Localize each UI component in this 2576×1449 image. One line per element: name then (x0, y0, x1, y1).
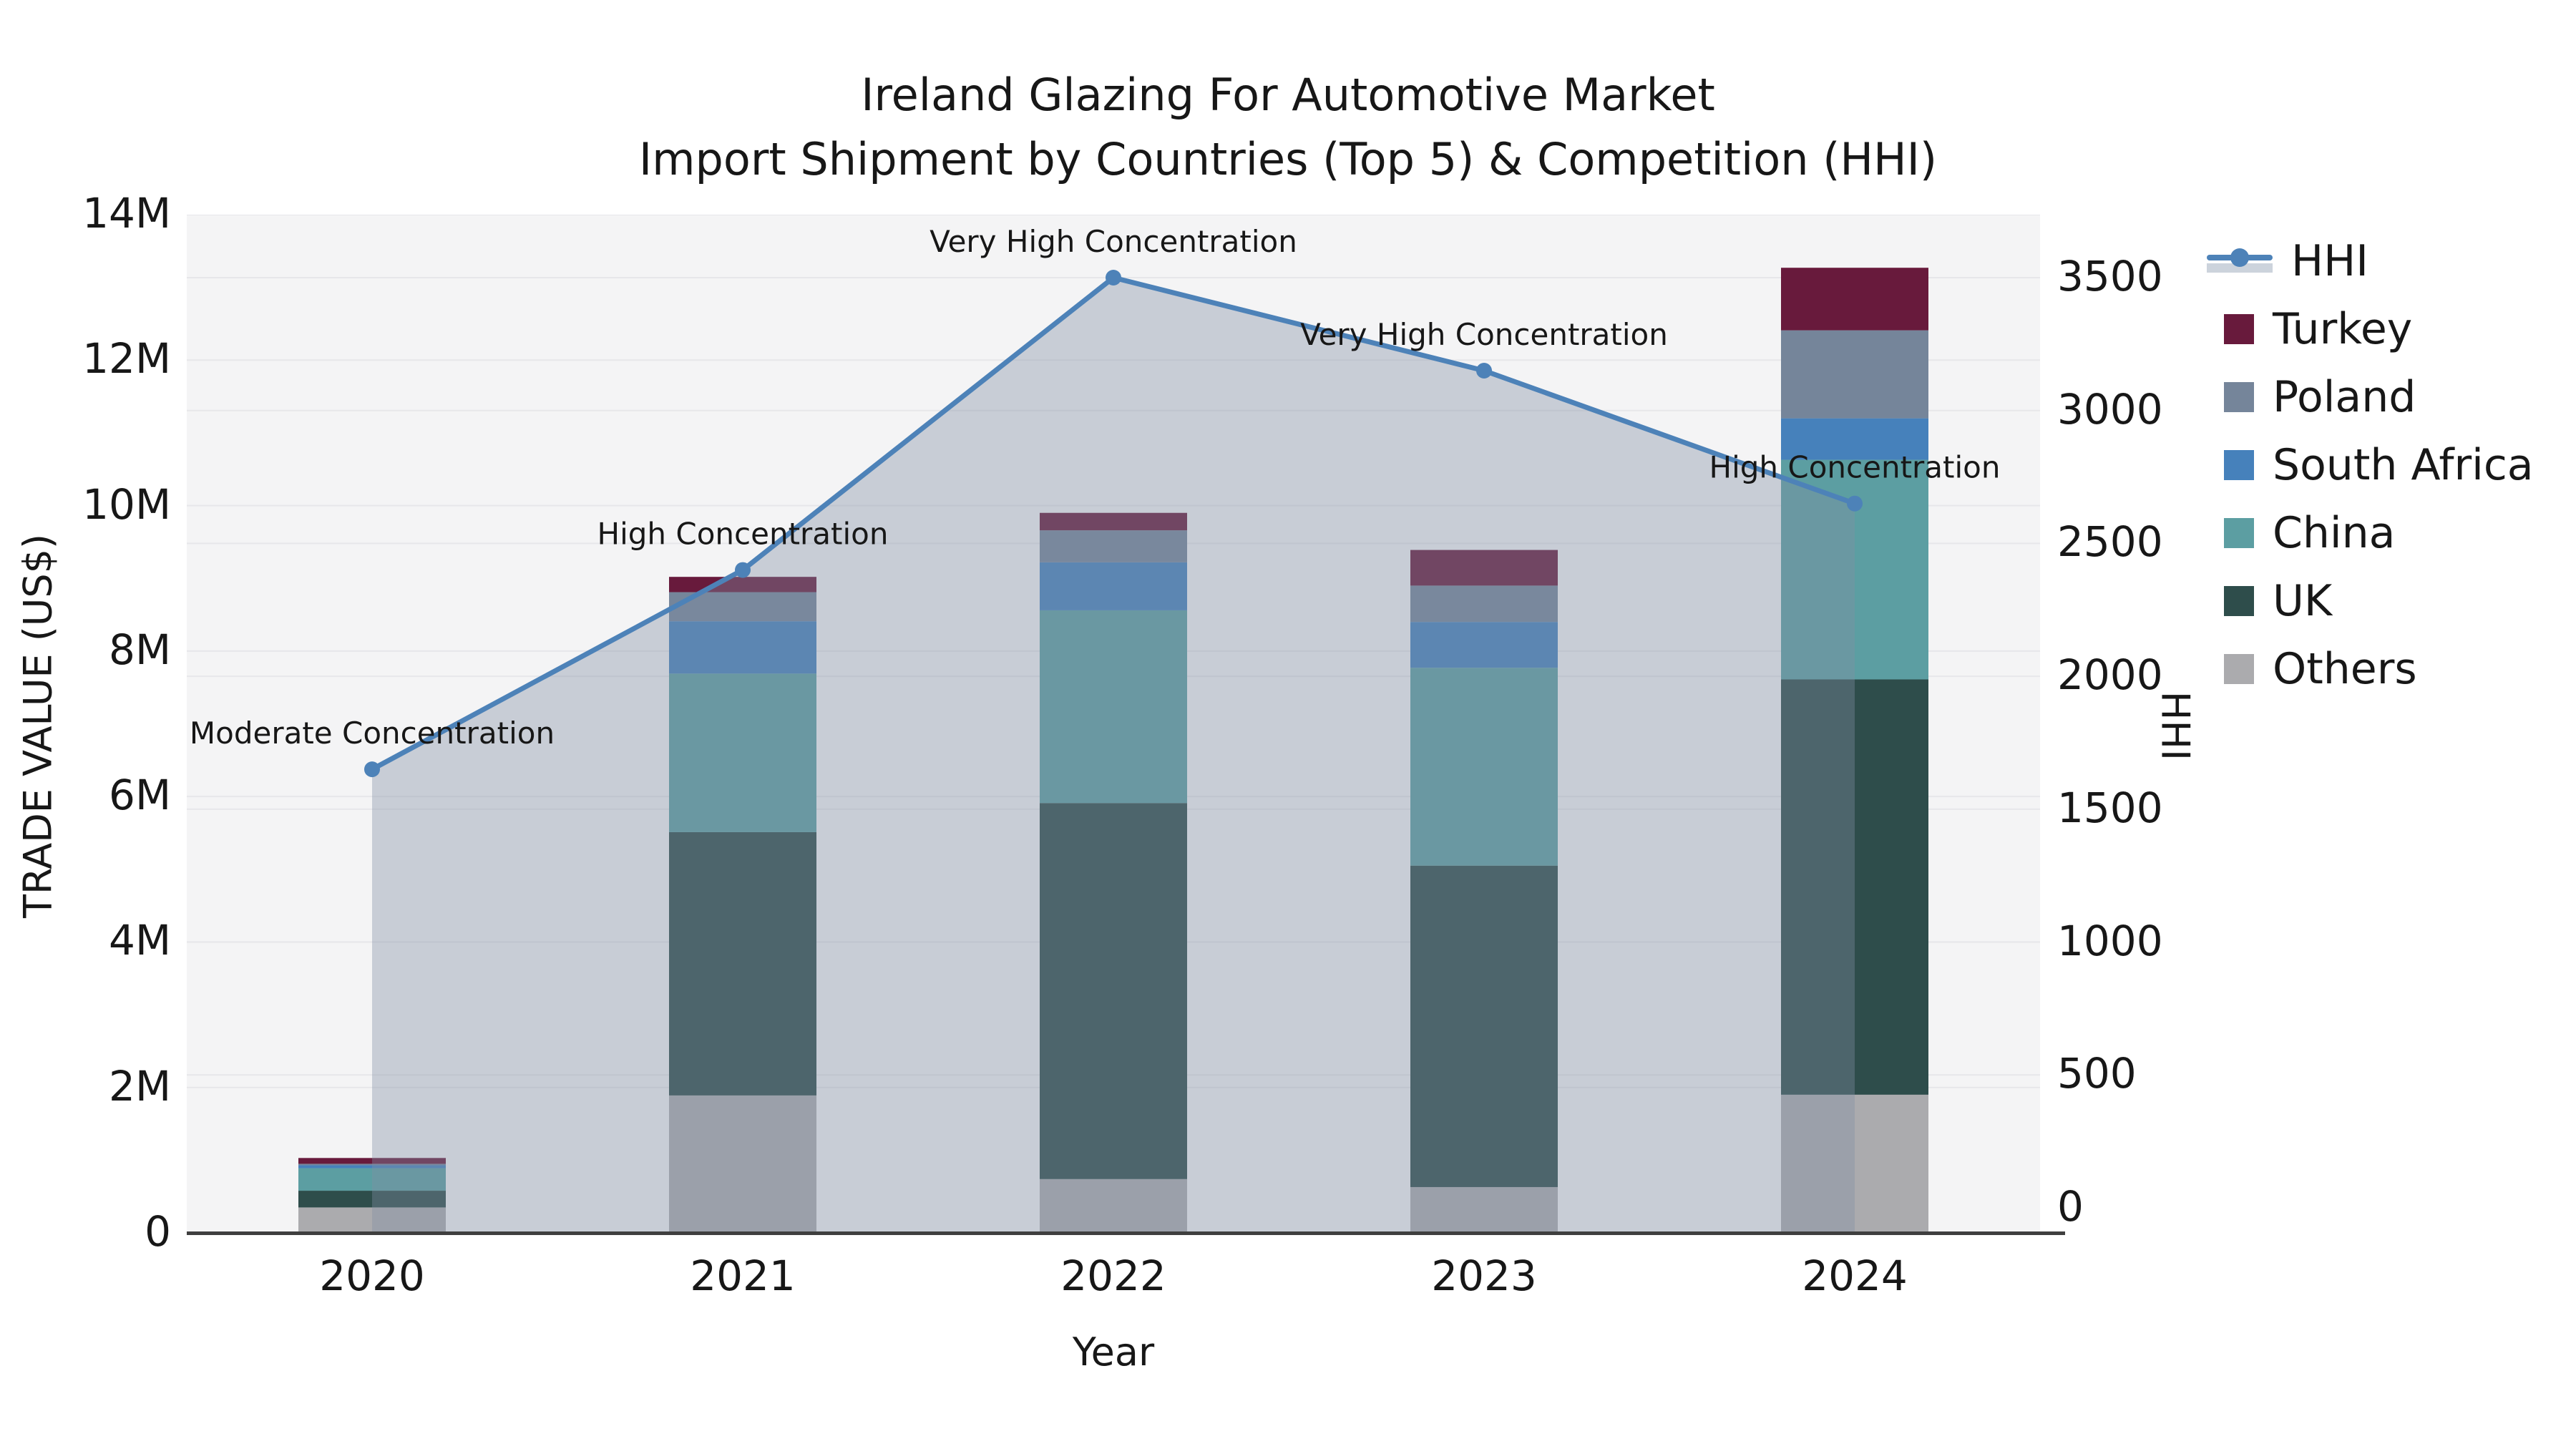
bar-segment-2023-china (1410, 668, 1558, 866)
x-axis-title: Year (1072, 1330, 1155, 1375)
y-left-tick-10M: 10M (82, 479, 171, 529)
bar-segment-2021-china (669, 673, 816, 832)
bar-segment-2023-south-africa (1410, 622, 1558, 668)
y-right-tick-3000: 3000 (2057, 384, 2163, 434)
hhi-line-sample-icon (2207, 245, 2273, 278)
legend-label-hhi: HHI (2291, 236, 2368, 286)
annotation-2023: Very High Concentration (1300, 317, 1668, 352)
annotation-2021: High Concentration (597, 517, 889, 552)
y-left-tick-4M: 4M (109, 916, 171, 965)
hhi-fill-band-icon (2207, 263, 2273, 273)
hhi-marker-dot-icon (2230, 248, 2249, 267)
legend-item-hhi: HHI (2207, 229, 2368, 293)
y-left-tick-6M: 6M (109, 771, 171, 820)
legend-item-turkey: Turkey (2207, 297, 2412, 361)
bar-segment-2020-others (298, 1207, 446, 1233)
legend-item-poland: Poland (2207, 365, 2416, 429)
hhi-marker-2023 (1476, 363, 1492, 379)
hhi-area-fill (372, 278, 1855, 1233)
legend-item-china: China (2207, 501, 2395, 565)
bar-segment-2023-uk (1410, 865, 1558, 1187)
y-left-tick-0: 0 (145, 1207, 171, 1256)
bar-segment-2024-south-africa (1781, 418, 1928, 460)
annotation-2024: High Concentration (1709, 450, 2001, 485)
y-left-tick-14M: 14M (82, 189, 171, 238)
y-left-tick-8M: 8M (109, 625, 171, 674)
hhi-marker-2020 (364, 761, 380, 778)
legend-item-uk: UK (2207, 569, 2332, 633)
plot-area: Moderate Concentration High Concentration… (187, 215, 2040, 1233)
bar-segment-2022-others (1040, 1179, 1187, 1233)
bar-segment-2020-china (298, 1168, 446, 1191)
legend-label-uk: UK (2273, 576, 2333, 626)
legend-label-china: China (2273, 508, 2396, 558)
x-tick-2024: 2024 (1802, 1252, 1908, 1300)
bar-segment-2023-poland (1410, 585, 1558, 623)
bar-segment-2021-south-africa (669, 621, 816, 674)
bar-segment-2024-uk (1781, 679, 1928, 1095)
y-right-tick-3500: 3500 (2057, 252, 2163, 301)
bar-segment-2022-turkey (1040, 512, 1187, 531)
bar-segment-2022-poland (1040, 530, 1187, 562)
chart-title-line2: Import Shipment by Countries (Top 5) & C… (638, 133, 1938, 185)
x-tick-2020: 2020 (319, 1252, 425, 1300)
legend-label-others: Others (2273, 644, 2417, 694)
y-right-tick-1000: 1000 (2057, 916, 2163, 965)
legend-label-poland: Poland (2273, 372, 2416, 422)
bar-segment-2024-others (1781, 1094, 1928, 1233)
annotation-2020: Moderate Concentration (190, 716, 555, 751)
legend-item-south-africa: South Africa (2207, 433, 2534, 497)
bar-segment-2020-south-africa (298, 1165, 446, 1169)
y-left-tick-2M: 2M (109, 1061, 171, 1111)
bar-segment-2023-others (1410, 1186, 1558, 1233)
legend-swatch-others-icon (2224, 654, 2254, 684)
bar-segment-2020-turkey (298, 1158, 446, 1164)
bar-segment-2024-poland (1781, 330, 1928, 419)
y-right-tick-500: 500 (2057, 1049, 2137, 1098)
bar-segment-2020-uk (298, 1191, 446, 1208)
y-right-tick-0: 0 (2057, 1182, 2084, 1231)
legend-label-south-africa: South Africa (2273, 440, 2534, 490)
x-axis-line (187, 1231, 2065, 1235)
x-tick-2023: 2023 (1431, 1252, 1537, 1300)
y-left-tick-12M: 12M (82, 334, 171, 384)
y-right-tick-2500: 2500 (2057, 517, 2163, 567)
x-tick-2022: 2022 (1060, 1252, 1166, 1300)
bar-segment-2021-others (669, 1095, 816, 1233)
bar-segment-2024-turkey (1781, 268, 1928, 331)
x-tick-2021: 2021 (690, 1252, 796, 1300)
chart-title-line1: Ireland Glazing For Automotive Market (861, 69, 1715, 121)
legend-swatch-china-icon (2224, 518, 2254, 548)
legend-swatch-turkey-icon (2224, 314, 2254, 344)
hhi-marker-2024 (1847, 495, 1863, 512)
hhi-marker-2022 (1106, 270, 1121, 286)
chart-canvas: Moderate Concentration High Concentration… (187, 215, 2040, 1233)
bar-segment-2021-uk (669, 831, 816, 1096)
y-right-tick-2000: 2000 (2057, 650, 2163, 700)
annotation-2022: Very High Concentration (930, 224, 1297, 259)
y-right-tick-1500: 1500 (2057, 783, 2163, 832)
legend-label-turkey: Turkey (2273, 304, 2413, 354)
bar-segment-2022-china (1040, 610, 1187, 804)
hhi-marker-2021 (735, 562, 751, 578)
bar-segment-2022-south-africa (1040, 562, 1187, 610)
bar-segment-2020-poland (298, 1163, 446, 1166)
legend-item-others: Others (2207, 637, 2417, 701)
legend-swatch-uk-icon (2224, 586, 2254, 616)
legend-swatch-poland-icon (2224, 382, 2254, 412)
bar-segment-2022-uk (1040, 803, 1187, 1179)
bar-segment-2023-turkey (1410, 550, 1558, 586)
legend-swatch-south-africa-icon (2224, 450, 2254, 480)
